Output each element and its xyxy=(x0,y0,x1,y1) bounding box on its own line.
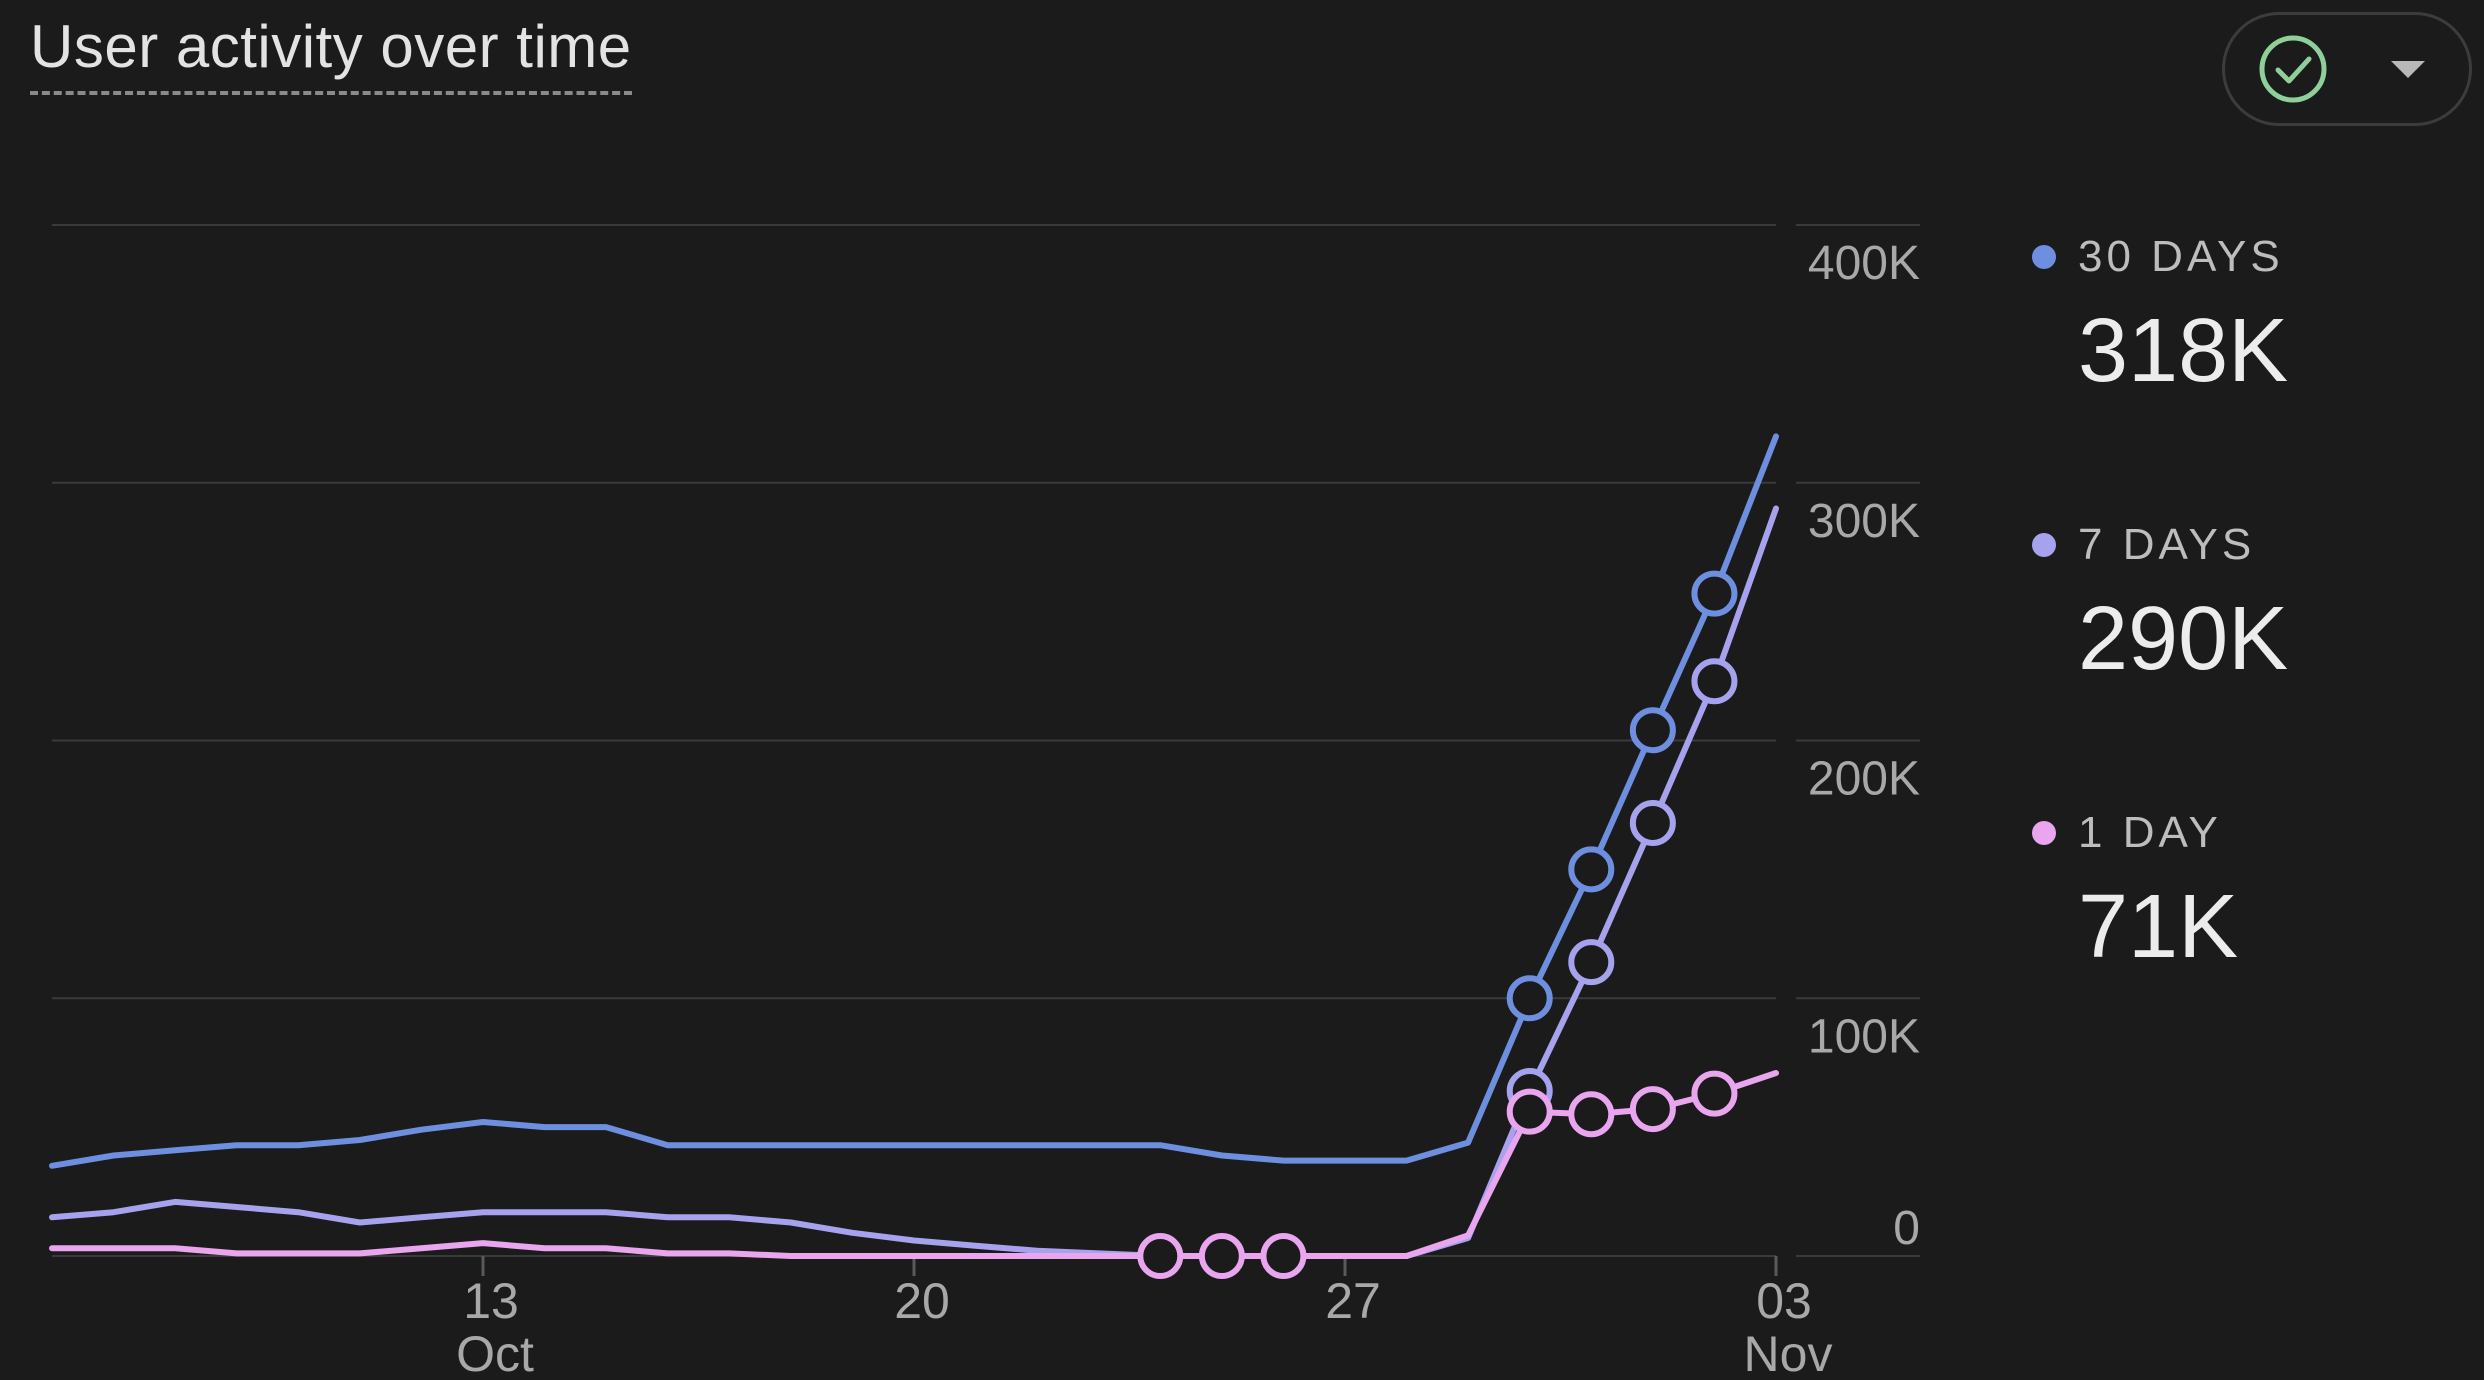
x-tick-label: 03 xyxy=(1756,1273,1812,1329)
data-point-marker-30-days xyxy=(1568,846,1615,893)
x-tick-label: 20 xyxy=(894,1273,950,1329)
y-tick-label: 300K xyxy=(1808,495,1920,548)
legend-value: 318K xyxy=(2078,301,2289,401)
data-point-marker-7-days xyxy=(1629,799,1676,846)
x-tick-label: 27 xyxy=(1325,1273,1381,1329)
legend-label: 1 DAY xyxy=(2078,808,2222,857)
y-tick-label: 100K xyxy=(1808,1010,1920,1063)
caret-down-icon xyxy=(2391,61,2425,78)
legend-label: 30 DAYS xyxy=(2078,232,2284,281)
chart-title[interactable]: User activity over time xyxy=(30,12,632,95)
data-point-marker-1-day xyxy=(1506,1088,1553,1135)
data-point-marker-1-day xyxy=(1691,1070,1738,1117)
legend: 30 DAYS 318K 7 DAYS 290K 1 DAY 71K xyxy=(2030,220,2450,1084)
x-tick-label: 13 xyxy=(463,1273,519,1329)
y-tick-label: 400K xyxy=(1808,237,1920,290)
series-line-30-days xyxy=(49,433,1779,1169)
x-tick-sublabel: Oct xyxy=(456,1326,534,1380)
x-tick-sublabel: Nov xyxy=(1744,1326,1833,1380)
y-tick-label: 0 xyxy=(1893,1202,1920,1255)
data-point-marker-30-days xyxy=(1691,570,1738,617)
data-point-marker-7-days xyxy=(1691,658,1738,705)
legend-item-30-days[interactable]: 30 DAYS 318K xyxy=(2030,220,2450,508)
legend-item-1-day[interactable]: 1 DAY 71K xyxy=(2030,796,2450,1084)
data-point-marker-1-day xyxy=(1260,1233,1307,1279)
data-point-marker-30-days xyxy=(1506,975,1553,1022)
legend-value: 71K xyxy=(2078,877,2239,977)
status-dropdown-button[interactable] xyxy=(2222,12,2472,126)
data-point-marker-7-days xyxy=(1568,939,1615,986)
data-point-marker-1-day xyxy=(1568,1091,1615,1138)
legend-value: 290K xyxy=(2078,589,2289,689)
data-point-marker-30-days xyxy=(1629,707,1676,754)
legend-item-7-days[interactable]: 7 DAYS 290K xyxy=(2030,508,2450,796)
data-point-marker-1-day xyxy=(1629,1086,1676,1133)
check-circle-icon xyxy=(2259,35,2327,103)
legend-label: 7 DAYS xyxy=(2078,520,2256,569)
legend-dot-7-days xyxy=(2032,533,2056,557)
series-line-1-day xyxy=(49,1070,1779,1259)
legend-dot-30-days xyxy=(2032,245,2056,269)
y-tick-label: 200K xyxy=(1808,753,1920,806)
data-point-marker-1-day xyxy=(1198,1233,1245,1279)
data-point-marker-1-day xyxy=(1137,1233,1184,1279)
legend-dot-1-day xyxy=(2032,821,2056,845)
